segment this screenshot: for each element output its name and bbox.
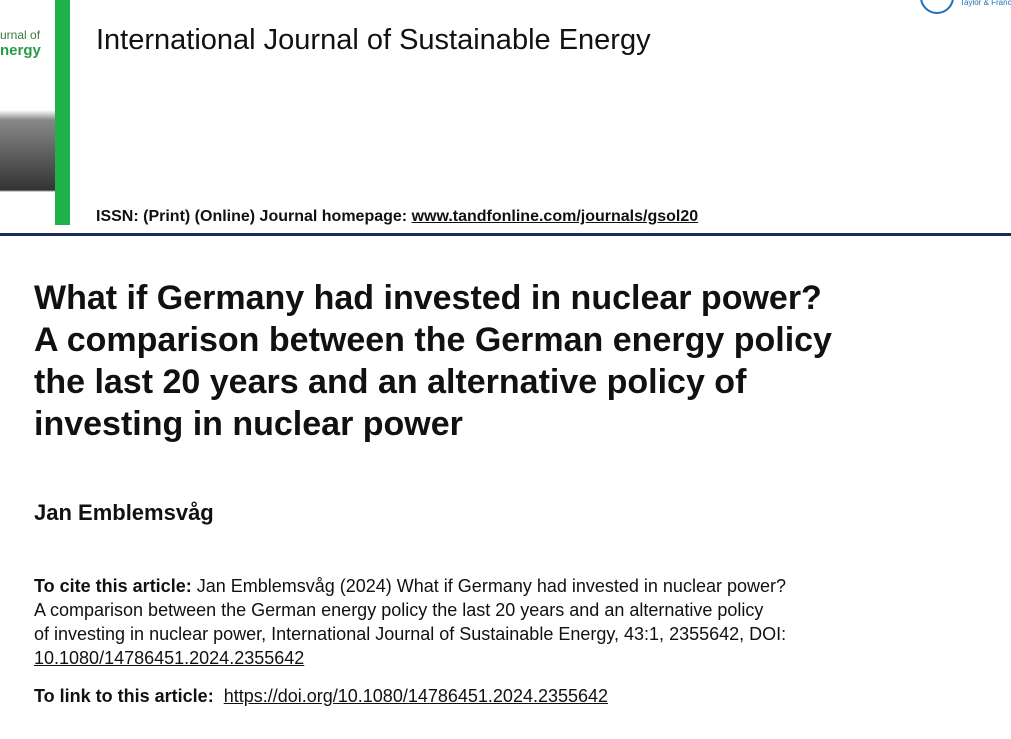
issn-line: ISSN: (Print) (Online) Journal homepage:… [96, 208, 698, 226]
issn: ISSN: (Print) (Online) Journal homepage: [96, 208, 412, 225]
article-title: What if Germany had invested in nuclear … [34, 277, 832, 445]
cite-label: To cite this article: [34, 576, 192, 596]
cite-line: of investing in nuclear power, Internati… [34, 624, 787, 644]
link-label: To link to this article: [34, 686, 214, 706]
cover-image [0, 0, 55, 225]
publisher-logo [920, 0, 954, 14]
homepage-link[interactable]: www.tandfonline.com/journals/gsol20 [411, 208, 699, 225]
publisher-name: Taylor & Franci [960, 0, 1011, 7]
cite-line: A comparison between the German energy p… [34, 600, 764, 620]
title-line: the last 20 years and an alternative pol… [34, 363, 747, 401]
cite-text: Jan Emblemsvåg (2024) What if Germany ha… [191, 576, 786, 596]
title-line: What if Germany had invested in nuclear … [34, 279, 822, 317]
author: Jan Emblemsvåg [34, 500, 214, 525]
doi-link[interactable]: https://doi.org/10.1080/14786451.2024.23… [223, 686, 609, 706]
cite-line: To cite this article: Jan Emblemsvåg (20… [34, 574, 786, 598]
journal-title: International Journal of Sustainable Ene… [96, 24, 651, 56]
title-line: investing in nuclear power [34, 405, 463, 443]
cite-doi[interactable]: 10.1080/14786451.2024.2355642 [34, 648, 305, 668]
cover-text: urnal of [0, 28, 41, 42]
citation: To cite this article: Jan Emblemsvåg (20… [34, 574, 786, 670]
title-line: A comparison between the German energy p… [34, 321, 832, 359]
cover-text: nergy [0, 42, 41, 59]
header-rule [0, 233, 1011, 236]
link-line: To link to this article: https://doi.org… [34, 686, 608, 707]
cover-stripe [55, 0, 70, 225]
